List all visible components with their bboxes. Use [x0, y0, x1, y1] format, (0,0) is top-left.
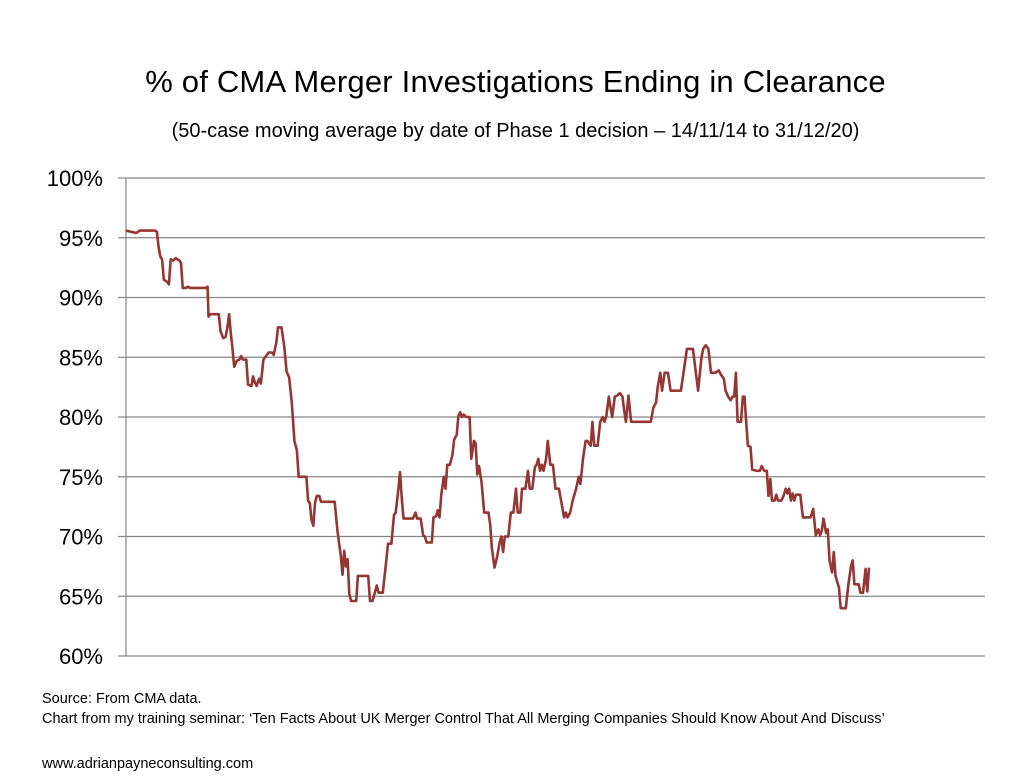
credit-note: Chart from my training seminar: ‘Ten Fac…	[42, 711, 885, 727]
source-note: Source: From CMA data.	[42, 691, 202, 707]
series-group	[125, 229, 871, 610]
y-tick-label: 95%	[59, 226, 103, 251]
y-tick-label: 100%	[47, 166, 103, 191]
y-tick-label: 85%	[59, 345, 103, 370]
y-tick-label: 80%	[59, 405, 103, 430]
chart-subtitle: (50-case moving average by date of Phase…	[171, 120, 860, 142]
y-tick-label: 65%	[59, 584, 103, 609]
website-link[interactable]: www.adrianpayneconsulting.com	[42, 756, 254, 772]
y-tick-label: 60%	[59, 644, 103, 669]
chart-title: % of CMA Merger Investigations Ending in…	[145, 64, 886, 99]
y-tick-label: 70%	[59, 525, 103, 550]
y-axis-tick-labels: 100% 95% 90% 85% 80% 75% 70% 65% 60%	[47, 166, 103, 669]
y-tick-label: 90%	[59, 286, 103, 311]
y-tick-label: 75%	[59, 465, 103, 490]
series-line-0	[125, 229, 871, 610]
